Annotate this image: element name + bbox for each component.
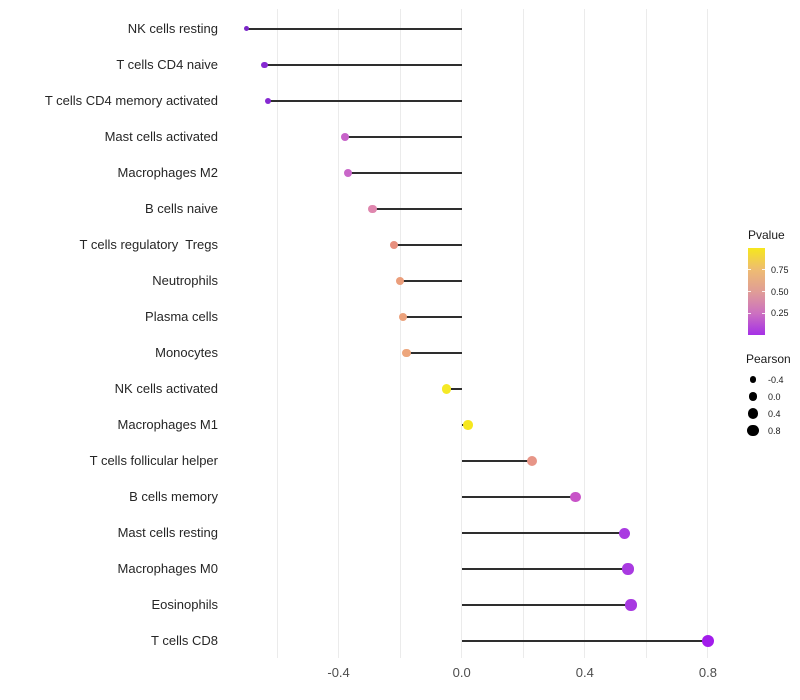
y-axis-label: T cells CD4 naive [116, 56, 218, 72]
lollipop-stem [372, 208, 462, 210]
y-axis-label: T cells CD4 memory activated [44, 92, 218, 108]
data-point [622, 563, 634, 575]
data-point [398, 312, 408, 322]
pvalue-legend-tick [762, 291, 765, 292]
pearson-legend-dot [749, 376, 757, 383]
y-axis-label: Monocytes [155, 344, 218, 360]
x-axis-tick-label: 0.4 [575, 665, 594, 680]
gridline [399, 9, 401, 658]
pvalue-legend-tick [762, 312, 765, 314]
y-axis-label: T cells regulatory Tregs [79, 236, 218, 252]
pvalue-legend-tick [748, 312, 751, 314]
y-axis-label: Plasma cells [145, 308, 218, 324]
gridline [522, 9, 524, 658]
lollipop-stem [400, 280, 462, 282]
pearson-legend-dot [747, 408, 759, 419]
data-point [261, 61, 268, 69]
pearson-legend-label: 0.4 [768, 408, 781, 419]
y-axis-label: B cells naive [145, 200, 218, 216]
pearson-legend-entry: 0.4 [746, 405, 800, 422]
gridline [338, 9, 340, 658]
y-axis-label: T cells follicular helper [89, 453, 218, 469]
data-point [402, 348, 411, 358]
y-axis-label: T cells CD8 [151, 633, 218, 649]
pearson-legend: Pearson -0.4 0.0 0.4 0.8 [746, 352, 800, 439]
pvalue-legend-tick [748, 291, 751, 292]
lollipop-stem [461, 532, 625, 534]
gridline [461, 9, 463, 658]
pvalue-gradient-wrap: 0.75 0.50 0.25 [748, 248, 789, 335]
pearson-legend-entry: 0.8 [746, 422, 800, 439]
lollipop-stem [406, 352, 462, 354]
pvalue-legend: Pvalue 0.75 0.50 0.25 [748, 228, 800, 335]
lollipop-stem [347, 172, 462, 174]
data-point [527, 456, 538, 467]
gridline [645, 9, 647, 658]
lollipop-stem [461, 460, 533, 462]
y-axis-label: Neutrophils [152, 272, 218, 288]
y-axis-label: Macrophages M1 [117, 417, 218, 433]
pvalue-legend-title: Pvalue [748, 228, 785, 242]
x-axis-tick-label: 0.0 [452, 665, 471, 680]
y-axis-label: Eosinophils [151, 597, 219, 613]
pearson-legend-dot [747, 424, 759, 437]
y-axis-label: Mast cells resting [117, 525, 218, 541]
pvalue-legend-tick [762, 269, 765, 271]
y-axis-label: Mast cells activated [104, 128, 218, 144]
data-point [264, 97, 272, 105]
data-point [368, 204, 377, 214]
data-point [441, 384, 452, 394]
gridline [276, 9, 278, 658]
data-point [340, 132, 349, 141]
lollipop-stem [267, 100, 462, 102]
data-point [625, 599, 637, 611]
x-axis-tick-label: -0.4 [327, 665, 350, 680]
pvalue-legend-tick-label: 0.25 [771, 308, 789, 319]
pvalue-legend-tick-label: 0.50 [771, 286, 789, 297]
gridline [584, 9, 586, 658]
pearson-legend-dot [748, 392, 758, 401]
lollipop-stem [461, 568, 628, 570]
y-axis-label: NK cells resting [127, 20, 218, 36]
lollipop-stem [446, 388, 462, 390]
lollipop-stem [461, 604, 631, 606]
x-axis-tick-label: 0.8 [698, 665, 717, 680]
data-point [701, 634, 715, 648]
data-point [243, 26, 249, 32]
pvalue-legend-tick-label: 0.75 [771, 264, 789, 275]
pvalue-legend-tick [748, 269, 751, 271]
data-point [395, 276, 405, 286]
pvalue-gradient-bar [748, 248, 765, 335]
pearson-legend-entry: 0.0 [746, 388, 800, 405]
lollipop-stem [264, 64, 462, 66]
y-axis-label: Macrophages M2 [117, 164, 218, 180]
pearson-legend-title: Pearson [746, 352, 791, 366]
lollipop-stem [461, 640, 708, 642]
data-point [619, 527, 631, 539]
data-point [570, 491, 581, 503]
lollipop-stem [393, 244, 462, 246]
y-axis-label: B cells memory [129, 489, 218, 505]
pearson-legend-label: 0.8 [768, 425, 781, 436]
lollipop-stem [403, 316, 462, 318]
gridline [707, 9, 709, 658]
pearson-legend-entry: -0.4 [746, 371, 800, 388]
data-point [463, 420, 473, 430]
lollipop-stem [461, 496, 576, 498]
data-point [389, 240, 399, 250]
pearson-legend-label: 0.0 [768, 391, 781, 402]
pearson-legend-label: -0.4 [768, 374, 784, 385]
y-axis-label: NK cells activated [114, 381, 218, 396]
lollipop-stem [246, 28, 462, 30]
lollipop-stem [344, 136, 462, 138]
y-axis-label: Macrophages M0 [117, 561, 218, 577]
data-point [343, 168, 352, 178]
